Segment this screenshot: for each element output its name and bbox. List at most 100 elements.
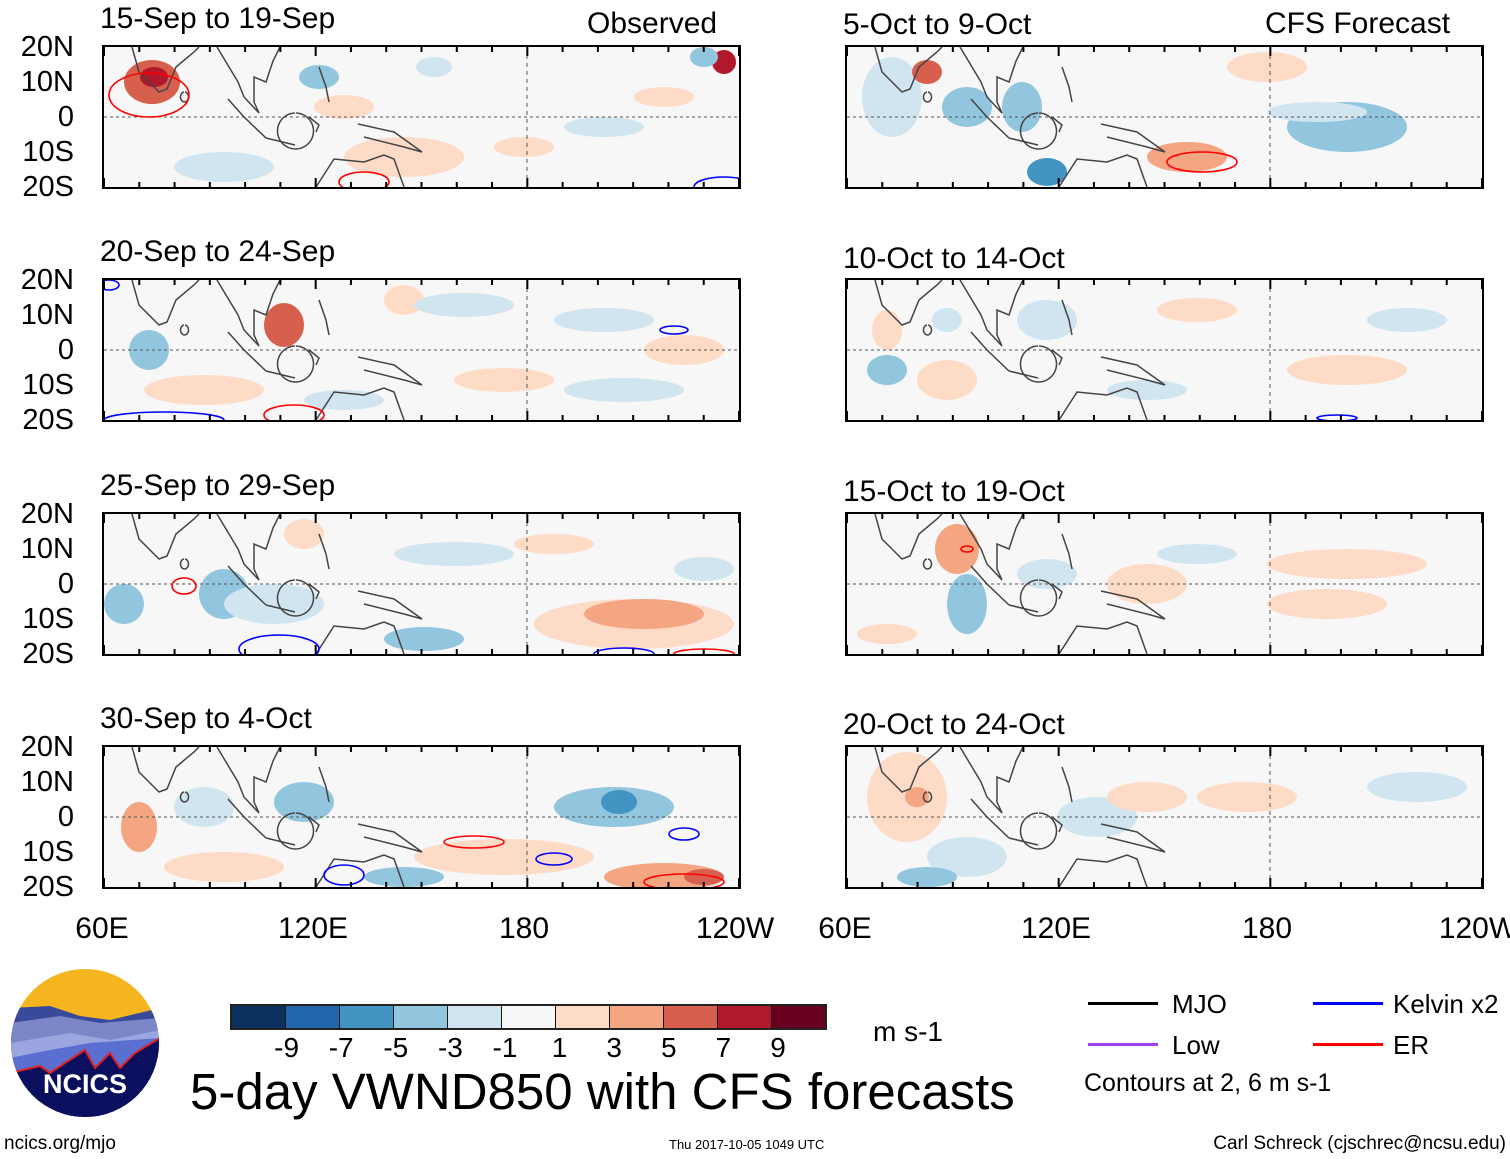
wave-contour <box>659 325 689 335</box>
wind-anomaly-shading <box>384 627 464 651</box>
coastline <box>131 514 423 654</box>
wind-anomaly-shading <box>164 852 284 882</box>
colorbar-label: -3 <box>437 1032 463 1063</box>
wind-anomaly-shading <box>174 152 274 182</box>
wind-anomaly-shading <box>927 837 1007 877</box>
lat-label: 0 <box>57 801 74 833</box>
wind-anomaly-shading <box>564 117 644 137</box>
lat-label: 0 <box>57 334 74 366</box>
colorbar-label: 5 <box>661 1032 677 1063</box>
colorbar-label: -7 <box>328 1032 354 1063</box>
website-link[interactable]: ncics.org/mjo <box>4 1133 116 1154</box>
colorbar-units: m s-1 <box>873 1016 943 1047</box>
coastline <box>131 280 423 420</box>
wind-anomaly-shading <box>857 624 917 644</box>
wind-anomaly-shading <box>1267 102 1367 122</box>
lat-label: 20N <box>20 498 74 530</box>
colorbar-swatch <box>340 1006 394 1028</box>
colorbar-label: 1 <box>551 1032 568 1063</box>
wave-contour <box>1166 151 1238 173</box>
lat-label: 0 <box>57 101 74 133</box>
logo-text: NCICS <box>43 1069 127 1099</box>
lat-label: 20N <box>20 731 74 763</box>
wind-anomaly-shading <box>1147 142 1227 172</box>
lat-label: 20S <box>22 871 74 903</box>
wind-anomaly-shading <box>935 524 979 574</box>
legend-line-low <box>1088 1043 1158 1046</box>
wind-anomaly-shading <box>1157 544 1237 564</box>
legend-note: Contours at 2, 6 m s-1 <box>1084 1069 1332 1097</box>
author-credit: Carl Schreck (cjschrec@ncsu.edu) <box>1213 1133 1506 1154</box>
lat-label: 0 <box>57 568 74 600</box>
wind-anomaly-shading <box>1367 308 1447 332</box>
timestamp: Thu 2017-10-05 1049 UTC <box>669 1137 825 1152</box>
panel-title: 10-Oct to 14-Oct <box>843 242 1065 275</box>
wave-contour <box>323 864 365 886</box>
lat-label: 10N <box>20 533 74 565</box>
lat-label: 20S <box>22 638 74 670</box>
wind-anomaly-shading <box>414 293 514 317</box>
wind-anomaly-shading <box>1002 82 1042 132</box>
observed-map-panel <box>102 278 741 422</box>
wind-anomaly-shading <box>274 782 334 822</box>
wind-anomaly-shading <box>1107 782 1187 812</box>
wind-anomaly-shading <box>872 310 902 350</box>
lat-label: 10N <box>20 299 74 331</box>
observed-map-panel <box>102 45 741 189</box>
wind-anomaly-shading <box>1197 782 1297 812</box>
panel-title: 5-Oct to 9-Oct <box>843 8 1032 41</box>
wave-contour <box>104 280 120 291</box>
lon-label: 120E <box>1020 912 1092 945</box>
lat-label: 20N <box>20 31 74 63</box>
colorbar-swatch <box>556 1006 610 1028</box>
wind-anomaly-shading <box>690 47 718 67</box>
legend-line-mjo <box>1088 1002 1158 1005</box>
colorbar-swatch <box>394 1006 448 1028</box>
colorbar-swatch <box>232 1006 286 1028</box>
observed-map-panel <box>102 512 741 656</box>
colorbar-swatch <box>448 1006 502 1028</box>
wind-anomaly-shading <box>344 137 464 177</box>
wind-anomaly-shading <box>121 802 157 852</box>
legend-label: MJO <box>1172 989 1227 1019</box>
colorbar-label: -5 <box>383 1032 409 1063</box>
wind-anomaly-shading <box>1017 300 1077 340</box>
wave-contour <box>668 827 700 841</box>
colorbar-swatch <box>502 1006 556 1028</box>
coastline <box>874 280 1166 420</box>
lon-label: 120W <box>695 912 775 945</box>
wave-contour <box>693 176 739 187</box>
wave-contour <box>238 634 320 654</box>
wind-anomaly-shading <box>1157 298 1237 322</box>
wind-anomaly-shading <box>224 584 324 624</box>
lon-label: 120W <box>1438 912 1510 945</box>
panel-title: 20-Oct to 24-Oct <box>843 708 1065 741</box>
forecast-map-panel <box>845 278 1484 422</box>
panel-title: 15-Oct to 19-Oct <box>843 475 1065 508</box>
legend-line-kelvin <box>1313 1002 1383 1005</box>
wave-contour <box>108 72 190 118</box>
coastline <box>874 47 1166 187</box>
observed-map-panel <box>102 745 741 889</box>
coastline <box>874 514 1166 654</box>
wind-anomaly-shading <box>867 355 907 385</box>
coastline <box>131 47 423 187</box>
wave-contour <box>1316 414 1358 420</box>
lat-label: 10S <box>22 136 74 168</box>
forecast-map-panel <box>845 745 1484 889</box>
lat-label: 10S <box>22 836 74 868</box>
wind-anomaly-shading <box>394 542 514 566</box>
forecast-map-panel <box>845 45 1484 189</box>
wind-anomaly-shading <box>264 303 304 347</box>
coastline <box>131 747 423 887</box>
wind-anomaly-shading <box>947 574 987 634</box>
wind-anomaly-shading <box>1367 772 1467 802</box>
wind-anomaly-shading <box>1027 158 1067 186</box>
wind-anomaly-shading <box>601 790 637 814</box>
colorbar-swatch <box>286 1006 340 1028</box>
lon-label: 180 <box>1241 912 1293 945</box>
wave-contour <box>104 411 225 420</box>
lat-label: 10N <box>20 66 74 98</box>
ncics-logo: NCICS <box>11 969 159 1117</box>
